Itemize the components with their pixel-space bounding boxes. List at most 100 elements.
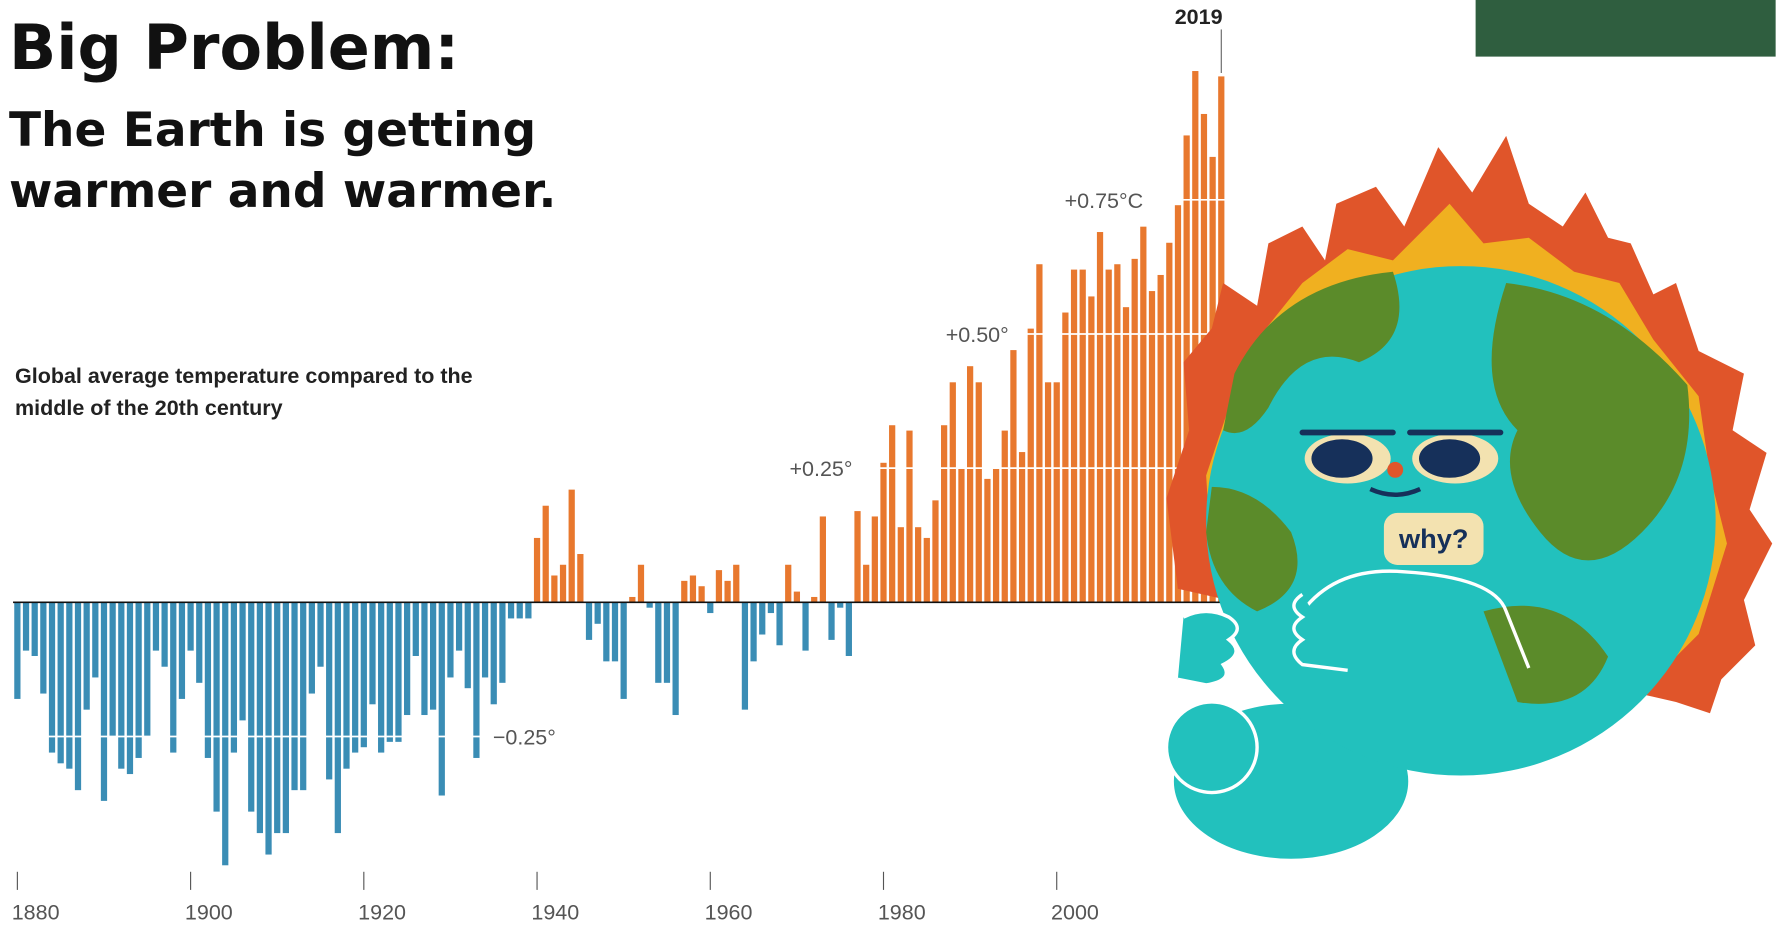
bar: [941, 425, 948, 603]
pupil: [1418, 439, 1481, 478]
bar: [897, 527, 904, 603]
bar: [464, 602, 471, 689]
bar: [1053, 382, 1060, 603]
bar: [906, 430, 913, 603]
bar: [144, 602, 151, 737]
bar: [1079, 269, 1086, 603]
y-tick-label: +0.75°C: [1065, 189, 1144, 213]
bar: [880, 462, 887, 603]
y-tick-label: −0.25°: [493, 725, 556, 749]
x-tick-label: 2000: [1051, 900, 1099, 924]
bar: [178, 602, 186, 699]
bar: [1088, 296, 1095, 603]
slide-subtitle: The Earth is getting warmer and warmer.: [9, 103, 557, 220]
bar: [343, 602, 350, 769]
x-tick-label: 1960: [705, 900, 753, 924]
bar: [923, 537, 930, 603]
bar: [568, 489, 575, 603]
slide-title: Big Problem:: [9, 11, 460, 84]
bar: [915, 527, 922, 603]
bar: [629, 596, 636, 603]
bar: [542, 505, 549, 603]
bar: [300, 602, 307, 791]
bar: [499, 602, 506, 683]
bar: [828, 602, 835, 640]
bar: [594, 602, 601, 624]
bar: [741, 602, 749, 710]
y-tick-label: +0.25°: [789, 457, 852, 481]
mouth: [1369, 487, 1422, 498]
bar: [889, 425, 896, 603]
x-tick-label: 1980: [878, 900, 926, 924]
bar: [230, 602, 238, 753]
bar: [1018, 452, 1026, 603]
bar: [31, 602, 38, 656]
continent: [1206, 486, 1298, 612]
nose: [1387, 461, 1404, 478]
bar: [274, 602, 281, 834]
bar: [118, 602, 125, 769]
bar: [196, 602, 203, 683]
bar: [776, 602, 783, 646]
bar: [1036, 264, 1043, 603]
bar: [213, 602, 220, 812]
bar: [689, 575, 697, 603]
bar: [481, 602, 489, 678]
bar: [1010, 350, 1017, 603]
bar: [1174, 205, 1182, 603]
bar: [984, 478, 991, 603]
bar: [1062, 312, 1069, 603]
corner-band: [1475, 0, 1776, 57]
bar: [1001, 430, 1008, 603]
chart: −0.25° +0.25° +0.50° +0.75°C 1880 1900 1920 194…: [12, 5, 1226, 924]
y-tick-label: +0.50°: [946, 323, 1009, 347]
bar: [932, 500, 939, 603]
bar: [57, 602, 64, 764]
bar: [282, 602, 289, 834]
bar: [14, 602, 21, 699]
bar: [378, 602, 385, 753]
bar: [1096, 232, 1104, 603]
bar: [438, 602, 445, 796]
bar: [603, 602, 610, 662]
bar: [516, 602, 523, 619]
bar: [404, 602, 411, 716]
hand: [1177, 609, 1239, 687]
bar: [1131, 258, 1138, 603]
bar: [577, 554, 584, 603]
bar: [334, 602, 341, 834]
bar: [48, 602, 56, 753]
bar: [646, 602, 653, 608]
bar: [22, 602, 30, 651]
bar: [533, 537, 541, 603]
bar: [152, 602, 160, 651]
hand: [1292, 592, 1348, 672]
bar: [352, 602, 359, 753]
bar: [239, 602, 246, 721]
bar: [681, 580, 688, 603]
bar: [187, 602, 194, 651]
bar: [100, 602, 108, 801]
bar: [326, 602, 333, 780]
bar: [455, 602, 463, 651]
bar: [707, 602, 714, 614]
bar: [473, 602, 480, 758]
bar: [1122, 307, 1130, 603]
bar: [109, 602, 116, 737]
bar: [620, 602, 627, 699]
annotation: 2019: [1175, 5, 1223, 29]
bar: [663, 602, 671, 683]
bar: [854, 511, 861, 603]
pupil: [1311, 439, 1373, 478]
bar: [66, 602, 73, 769]
bar: [655, 602, 662, 683]
bar: [204, 602, 212, 758]
bar: [412, 602, 419, 656]
bar: [698, 586, 705, 603]
bar: [360, 602, 367, 748]
bar: [637, 564, 645, 603]
bar: [785, 564, 792, 603]
bar: [126, 602, 134, 775]
